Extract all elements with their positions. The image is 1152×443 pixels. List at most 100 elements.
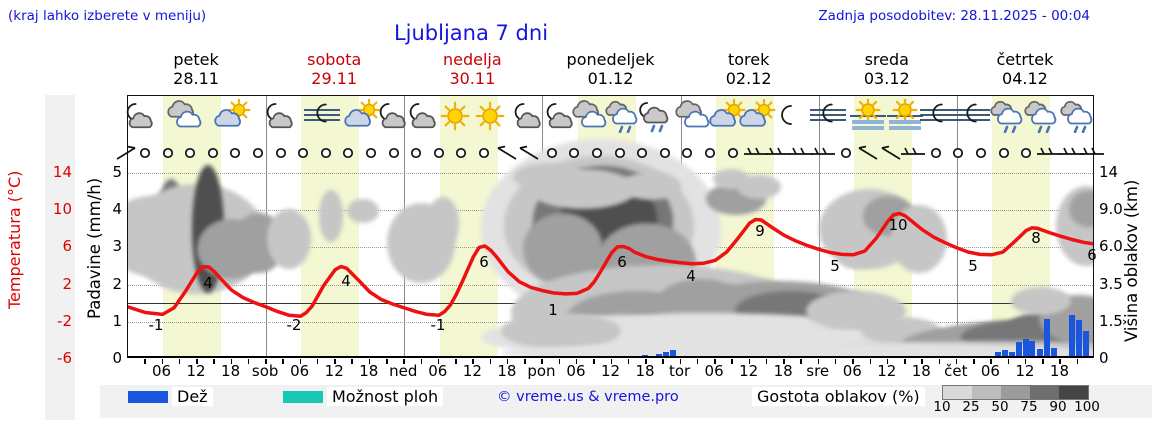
x-tick-label: 06 [428,362,448,380]
calm-wind-icon [946,145,970,159]
calm-wind-icon [969,145,993,159]
x-tick-label: 18 [911,362,931,380]
x-minor-tick [973,359,975,364]
temperature-tick-label: 6 [62,237,72,256]
moon-drizzle-icon [631,99,675,133]
rain-bar [1036,349,1043,356]
temperature-value-label: -2 [286,316,302,334]
cloud-height-tick-label: 1.5 [1099,311,1123,330]
rain-legend-label: Dež [172,387,213,406]
moon-fog-icon [916,99,960,133]
x-minor-tick [627,359,630,364]
day-date: 28.11 [173,69,219,88]
precipitation-tick-label: 1 [112,311,122,330]
wind-barb-icon [879,145,903,160]
x-minor-tick [817,359,820,364]
rain-bar [1068,315,1075,356]
day-date: 30.11 [449,69,496,88]
x-tick-label: 06 [704,362,724,380]
day-date: 01.12 [587,69,634,88]
showers-legend-label: Možnost ploh [327,387,444,406]
x-minor-tick [714,359,716,364]
x-minor-tick [990,359,992,364]
day-name: torek [727,50,770,69]
x-tick-label: 06 [980,362,1000,380]
x-minor-tick [765,359,768,364]
sun-icon [433,99,477,133]
day-boundary-line [956,96,958,356]
temperature-value-label: 4 [341,272,351,290]
calm-wind-icon [382,145,406,159]
cloud-drizzle-icon [1056,99,1100,134]
density-tick-label: 100 [1074,399,1100,415]
x-day-label: čet [944,362,968,380]
cloud-blob [1011,287,1071,315]
x-minor-tick [1076,359,1079,364]
density-gradient-segment [1030,386,1059,399]
x-day-label: tor [668,362,691,380]
density-gradient-segment [972,386,1001,399]
precipitation-tick-label: 5 [112,163,122,181]
calm-wind-icon [314,145,338,159]
x-minor-tick [247,359,250,364]
calm-wind-icon [449,145,473,159]
moon-cloud-icon [398,99,442,133]
copyright-link[interactable]: © vreme.us & vreme.pro [497,389,679,405]
x-minor-tick [593,359,595,364]
density-tick-label: 90 [1049,399,1067,415]
moon-cloud-icon [503,99,547,133]
x-minor-tick [1042,359,1044,364]
x-tick-label: 18 [497,362,517,380]
precipitation-tick-label: 4 [112,200,122,219]
x-tick-label: 12 [600,362,621,380]
calm-wind-icon [269,145,293,159]
precipitation-tick-label: 0 [112,349,122,367]
cloud-height-tick-label: 6.0 [1099,237,1123,256]
calm-wind-icon [675,145,699,159]
x-tick-label: 12 [324,362,344,380]
day-name: ponedeljek [566,50,655,69]
temperature-value-label: 10 [888,216,908,234]
x-minor-tick [282,359,284,364]
x-minor-tick [610,359,612,364]
moon-fog-icon [300,99,344,133]
calm-wind-icon [834,145,858,159]
density-tick-label: 25 [962,399,980,415]
x-day-label: ned [389,362,418,380]
cloud-height-tick-label: 9.0 [1099,200,1123,219]
sun-fog-icon [883,97,927,133]
x-tick-label: 18 [773,362,793,380]
x-minor-tick [679,359,682,364]
rain-bar [994,351,1001,356]
wind-barb-icon [811,145,835,159]
temperature-curve [128,211,1093,318]
cloudy-icon [568,99,612,133]
x-minor-tick [645,359,647,364]
density-tick-label: 10 [933,399,951,415]
temperature-curve-path [128,211,1093,318]
calm-wind-icon [336,145,360,159]
temperature-value-label: 6 [479,253,489,271]
rain-bar [1002,350,1009,356]
day-date: 29.11 [311,69,358,88]
cloud-height-tick-label: 3.5 [1099,274,1123,293]
calm-wind-icon [201,145,225,159]
day-date: 02.12 [725,69,772,88]
x-minor-tick [299,359,302,364]
cloud-height-tick-label: 0 [1099,349,1109,367]
x-minor-tick [1007,359,1010,364]
x-minor-tick [558,359,561,364]
x-minor-tick [938,359,941,364]
x-minor-tick [800,359,802,364]
day-name: sreda [864,50,909,69]
calm-wind-icon [562,145,586,159]
temperature-value-label: 6 [617,253,627,271]
x-minor-tick [524,359,526,364]
wind-barb-icon [856,145,880,160]
rain-bar [670,350,677,356]
moon-cloud-icon [368,99,412,133]
calm-wind-icon [992,145,1016,159]
sun-icon [468,99,512,133]
cloud-height-axis-title: Višina oblakov (km) [1122,179,1141,342]
x-minor-tick [731,359,733,364]
